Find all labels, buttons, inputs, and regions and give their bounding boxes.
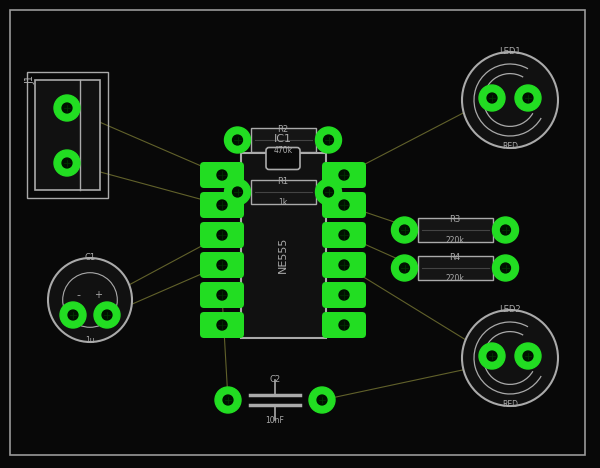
Circle shape (479, 343, 505, 369)
Circle shape (224, 179, 251, 205)
Circle shape (224, 127, 251, 153)
Text: 470k: 470k (274, 146, 293, 155)
Text: NE555: NE555 (278, 237, 288, 273)
Text: RED: RED (502, 142, 518, 151)
FancyBboxPatch shape (322, 252, 366, 278)
Circle shape (217, 170, 227, 180)
Text: R1: R1 (277, 177, 289, 186)
Circle shape (500, 225, 511, 235)
Text: R2: R2 (277, 125, 289, 134)
Circle shape (515, 343, 541, 369)
Circle shape (316, 179, 341, 205)
Circle shape (217, 200, 227, 210)
FancyBboxPatch shape (200, 312, 244, 338)
Text: RED: RED (502, 400, 518, 409)
Circle shape (392, 217, 418, 243)
Circle shape (523, 93, 533, 103)
Circle shape (316, 127, 341, 153)
Circle shape (62, 158, 72, 168)
Circle shape (48, 258, 132, 342)
Circle shape (487, 93, 497, 103)
Circle shape (462, 310, 558, 406)
Text: LED1: LED1 (499, 47, 521, 56)
Bar (26, 72, 107, 198)
Circle shape (323, 135, 334, 145)
FancyBboxPatch shape (200, 282, 244, 308)
FancyBboxPatch shape (200, 162, 244, 188)
Text: R4: R4 (449, 253, 461, 262)
Bar (418, 218, 493, 242)
Circle shape (233, 187, 242, 197)
Text: 10nF: 10nF (266, 416, 284, 425)
Circle shape (339, 200, 349, 210)
Text: 1u: 1u (85, 336, 95, 345)
Circle shape (400, 225, 409, 235)
Circle shape (339, 320, 349, 330)
FancyBboxPatch shape (200, 252, 244, 278)
Circle shape (392, 255, 418, 281)
Text: +: + (94, 290, 102, 300)
Circle shape (339, 230, 349, 240)
Bar (251, 128, 316, 152)
Circle shape (54, 150, 80, 176)
Circle shape (68, 310, 78, 320)
Circle shape (515, 85, 541, 111)
Circle shape (339, 290, 349, 300)
Circle shape (217, 230, 227, 240)
FancyBboxPatch shape (200, 192, 244, 218)
Text: C2: C2 (269, 375, 281, 384)
Circle shape (215, 387, 241, 413)
FancyBboxPatch shape (322, 282, 366, 308)
FancyBboxPatch shape (266, 147, 300, 169)
Circle shape (54, 95, 80, 121)
Circle shape (493, 217, 518, 243)
FancyBboxPatch shape (322, 312, 366, 338)
Circle shape (323, 187, 334, 197)
Text: 220k: 220k (446, 236, 464, 245)
Circle shape (223, 395, 233, 405)
Circle shape (309, 387, 335, 413)
Circle shape (523, 351, 533, 361)
Text: LED2: LED2 (499, 305, 521, 314)
FancyBboxPatch shape (322, 162, 366, 188)
Text: -: - (76, 290, 80, 300)
Circle shape (94, 302, 120, 328)
Circle shape (317, 395, 327, 405)
Circle shape (217, 290, 227, 300)
Circle shape (217, 260, 227, 270)
Circle shape (60, 302, 86, 328)
Circle shape (400, 263, 409, 273)
Circle shape (233, 135, 242, 145)
Circle shape (102, 310, 112, 320)
Circle shape (339, 170, 349, 180)
Bar (241, 153, 325, 337)
Circle shape (462, 52, 558, 148)
FancyBboxPatch shape (322, 192, 366, 218)
FancyBboxPatch shape (322, 222, 366, 248)
Circle shape (217, 320, 227, 330)
FancyBboxPatch shape (200, 222, 244, 248)
Text: C1: C1 (85, 253, 95, 262)
Text: R3: R3 (449, 215, 461, 224)
Bar (35, 80, 100, 190)
Circle shape (62, 103, 72, 113)
Circle shape (493, 255, 518, 281)
Circle shape (339, 260, 349, 270)
Bar (418, 256, 493, 280)
Circle shape (487, 351, 497, 361)
Circle shape (500, 263, 511, 273)
Circle shape (479, 85, 505, 111)
Text: IC1: IC1 (274, 134, 292, 145)
Bar (251, 180, 316, 204)
Text: 220k: 220k (446, 274, 464, 283)
Text: J1: J1 (25, 75, 35, 85)
Text: 1k: 1k (278, 198, 287, 207)
